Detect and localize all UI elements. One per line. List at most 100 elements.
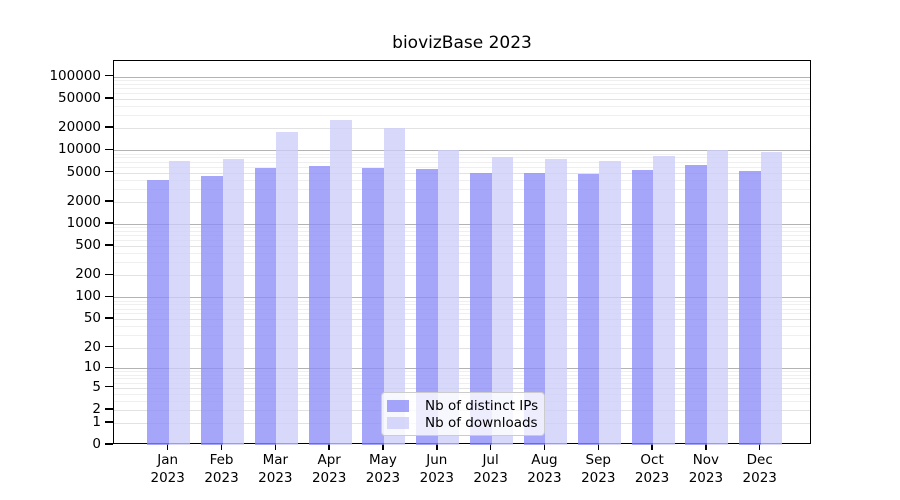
x-tick-mark [436, 444, 438, 450]
y-tick-mark [104, 74, 113, 77]
x-tick-label-line: 2023 [634, 469, 670, 486]
bar-downloads-jan-2023 [168, 161, 191, 445]
bar-downloads-feb-2023 [222, 159, 245, 445]
y-tick-label-50: 50 [83, 310, 101, 327]
bar-ips-mar-2023 [254, 168, 277, 445]
bar-ips-oct-2023 [631, 170, 654, 445]
gridline-90 [114, 300, 810, 302]
gridline-30 [114, 335, 810, 337]
x-tick-mark [166, 444, 169, 450]
gridline-200 [114, 275, 810, 277]
y-tick-mark [104, 244, 113, 246]
bar-downloads-mar-2023 [276, 132, 298, 445]
x-tick-label-line: 2023 [311, 469, 347, 486]
gridline-30000 [114, 115, 810, 117]
bar-downloads-dec-2023 [760, 151, 783, 445]
y-tick-mark [104, 148, 113, 151]
y-tick-mark [104, 385, 113, 388]
y-tick-label-20: 20 [83, 338, 101, 355]
y-tick-mark [104, 295, 113, 298]
x-tick-label-sep-2023: Sep 2023 [566, 452, 630, 487]
bar-ips-may-2023 [362, 168, 384, 445]
x-tick-label-line: Oct [640, 452, 664, 468]
gridline-10 [114, 368, 810, 370]
x-tick-label-may-2023: May 2023 [351, 452, 415, 487]
x-tick-label-apr-2023: Apr 2023 [297, 452, 361, 487]
bar-downloads-oct-2023 [653, 155, 675, 445]
bar-ips-jun-2023 [416, 169, 438, 445]
gridline-40000 [114, 106, 810, 107]
x-tick-label-jul-2023: Jul 2023 [459, 452, 523, 487]
gridline-70 [114, 308, 810, 310]
x-tick-mark [651, 444, 653, 450]
bar-ips-aug-2023 [523, 173, 546, 445]
y-tick-mark [104, 273, 113, 276]
gridline-5000 [114, 172, 810, 174]
y-tick-mark [104, 443, 113, 445]
x-tick-label-line: 2023 [365, 469, 401, 486]
x-tick-label-nov-2023: Nov 2023 [674, 452, 738, 487]
legend-swatch-distinct-ips [387, 399, 409, 412]
x-tick-label-line: Jan [157, 452, 179, 468]
gridline-70000 [114, 88, 810, 90]
y-tick-label-100000: 100000 [49, 67, 101, 84]
legend-swatch-downloads [387, 416, 409, 429]
x-tick-mark [382, 444, 384, 450]
gridline-500 [114, 246, 810, 248]
x-tick-label-jan-2023: Jan 2023 [136, 452, 200, 487]
gridline-100000 [114, 76, 810, 78]
x-tick-label-line: Feb [209, 452, 234, 468]
x-tick-label-line: 2023 [581, 469, 616, 486]
gridline-7000 [114, 161, 810, 163]
bar-ips-nov-2023 [685, 165, 707, 445]
gridline-800 [114, 231, 810, 233]
y-tick-mark [104, 317, 113, 319]
x-tick-label-line: Dec [746, 452, 773, 468]
gridline-9000 [114, 153, 810, 155]
y-tick-mark [104, 345, 113, 348]
gridline-9 [114, 371, 810, 373]
y-tick-label-10: 10 [83, 359, 101, 376]
bar-downloads-aug-2023 [545, 159, 567, 445]
gridline-6 [114, 382, 810, 384]
x-tick-label-mar-2023: Mar 2023 [243, 452, 307, 487]
y-tick-mark [104, 366, 113, 369]
bar-downloads-apr-2023 [330, 120, 352, 445]
bar-downloads-jun-2023 [437, 150, 460, 445]
x-tick-label-line: Jun [426, 452, 448, 468]
bar-ips-apr-2023 [308, 166, 331, 445]
bar-ips-jan-2023 [147, 179, 169, 445]
gridline-400 [114, 253, 810, 255]
bar-ips-jul-2023 [470, 172, 492, 445]
gridline-6000 [114, 166, 810, 168]
plot-area [113, 60, 811, 445]
x-tick-mark [489, 444, 492, 450]
bar-ips-sep-2023 [577, 173, 600, 445]
legend-item-distinct-ips: Nb of distinct IPs [387, 398, 538, 414]
y-tick-label-0: 0 [92, 436, 101, 452]
gridline-8000 [114, 157, 810, 159]
x-tick-mark [328, 444, 330, 450]
y-tick-mark [104, 126, 113, 128]
y-tick-label-5: 5 [92, 378, 101, 395]
gridline-10000 [114, 150, 810, 152]
x-tick-label-line: Nov [692, 452, 720, 468]
x-tick-label-line: 2023 [742, 469, 777, 486]
x-tick-mark [758, 444, 761, 450]
gridline-40 [114, 326, 810, 328]
gridline-60000 [114, 93, 810, 95]
bar-downloads-nov-2023 [706, 150, 729, 445]
x-tick-label-line: 2023 [527, 469, 562, 486]
x-tick-label-line: 2023 [473, 469, 508, 486]
bar-ips-feb-2023 [201, 175, 223, 445]
y-tick-label-2: 2 [92, 400, 101, 417]
y-tick-label-500: 500 [75, 237, 101, 254]
x-tick-mark [543, 444, 546, 450]
y-tick-mark [104, 408, 113, 410]
bar-ips-dec-2023 [739, 170, 761, 445]
gridline-20000 [114, 128, 810, 130]
x-tick-label-jun-2023: Jun 2023 [405, 452, 469, 487]
gridline-7 [114, 378, 810, 380]
gridline-600 [114, 240, 810, 242]
y-tick-mark [104, 170, 113, 173]
